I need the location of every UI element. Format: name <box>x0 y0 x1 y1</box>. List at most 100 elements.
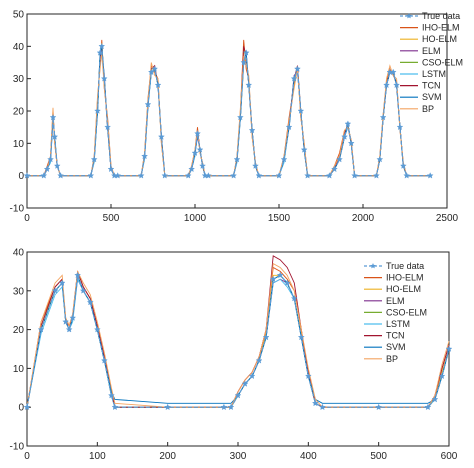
chart-2-true-data-point <box>276 271 284 279</box>
chart-1-legend-label: CSO-ELM <box>422 57 463 67</box>
chart-1-legend-label: HO-ELM <box>422 34 457 44</box>
chart-2-legend-label: LSTM <box>386 319 410 329</box>
chart-1-true-data-point <box>230 172 238 179</box>
chart-1-true-data-point <box>285 123 293 131</box>
chart-1-true-data-point <box>426 172 434 179</box>
chart-1-ytick-label: -10 <box>10 204 25 215</box>
chart-1-true-data-point <box>396 123 404 131</box>
chart-1-true-data-point <box>379 113 387 121</box>
chart-1-true-data-point <box>196 146 204 153</box>
chart-1-true-data-point <box>297 107 305 114</box>
chart-1-true-data-point <box>236 113 244 121</box>
chart-1-xtick-label: 0 <box>24 213 30 224</box>
chart-1-true-data-point <box>43 165 51 173</box>
chart-2-true-data-point <box>69 314 77 321</box>
chart-2-ytick-label: 0 <box>18 403 24 414</box>
chart-1-true-data-point <box>389 68 397 76</box>
chart-1-series-line-cso-elm <box>27 46 431 177</box>
chart-2-true-data-point <box>424 403 432 410</box>
chart-1-series-line-bp <box>27 52 431 177</box>
chart-1-ytick-label: 20 <box>13 107 25 118</box>
chart-1-true-data-point <box>344 120 352 127</box>
chart-1-series-line-tcn <box>27 46 431 177</box>
chart-2-true-data-point <box>311 399 319 407</box>
chart-1-true-data-point <box>94 107 101 114</box>
chart-1-true-data-point <box>376 155 384 163</box>
chart-1-true-data-point <box>40 172 48 179</box>
chart-1-true-data-point <box>49 113 57 121</box>
chart-2-legend-label: True data <box>386 261 424 271</box>
chart-2-legend-marker <box>370 263 376 269</box>
chart-2-xtick-label: 500 <box>370 451 387 462</box>
chart-2-true-data-point <box>262 333 270 341</box>
chart-1-legend-label: SVM <box>422 92 442 102</box>
chart-1-ytick-label: 40 <box>13 42 25 53</box>
chart-2-true-data-point <box>318 403 326 410</box>
chart-1-true-data-point <box>255 172 263 179</box>
chart-1-true-data-point <box>294 65 301 72</box>
chart-2-true-data-point <box>79 287 87 294</box>
chart-2-xtick-label: 600 <box>441 451 458 462</box>
chart-1-xtick-label: 500 <box>103 213 120 224</box>
chart-1-true-data-point <box>240 58 248 66</box>
chart-2-xtick-label: 100 <box>89 451 106 462</box>
chart-2-legend-label: TCN <box>386 331 405 341</box>
chart-1-series-line-true-data <box>27 46 431 177</box>
chart-2-xtick-label: 300 <box>230 451 247 462</box>
chart-1-true-data-point <box>403 172 410 179</box>
chart-1-true-data-point <box>290 75 298 82</box>
chart-1-ytick-label: 30 <box>13 74 25 85</box>
chart-2-true-data-point <box>269 275 277 283</box>
chart-1-true-data-point <box>194 130 201 137</box>
chart-1-true-data-point <box>154 81 162 89</box>
chart-2-true-data-point <box>94 326 101 333</box>
chart-2-true-data-point <box>58 279 66 286</box>
chart-1-true-data-point <box>184 172 192 179</box>
chart-1-true-data-point <box>300 146 308 153</box>
chart-2-true-data-point <box>111 403 119 410</box>
chart-1-true-data-point <box>245 81 253 89</box>
chart-1-true-data-point <box>137 172 145 179</box>
chart-1-true-data-point <box>205 172 212 179</box>
chart-1-series-line-svm <box>27 46 431 177</box>
chart-2-true-data-point <box>65 326 73 333</box>
chart-1-true-data-point <box>400 162 407 169</box>
chart-1-true-data-point <box>304 172 311 179</box>
chart-1-legend-label: LSTM <box>422 69 446 79</box>
chart-1-true-data-point <box>325 172 333 179</box>
chart-1-true-data-point <box>351 172 359 179</box>
chart-2-true-data-point <box>438 372 446 380</box>
chart-1-true-data-point <box>87 172 95 179</box>
chart-1-ytick-label: 0 <box>18 171 24 182</box>
chart-1-true-data-point <box>51 133 59 140</box>
chart-1-series-line-ho-elm <box>27 43 431 177</box>
chart-1-legend-marker <box>406 13 412 19</box>
chart-1-legend-label: ELM <box>422 46 441 56</box>
chart-2-ytick-label: 10 <box>13 364 25 375</box>
chart-2-true-data-point <box>255 357 263 364</box>
chart-2-xtick-label: 200 <box>159 451 176 462</box>
chart-1-true-data-point <box>373 172 380 179</box>
chart-1-ytick-label: 10 <box>13 139 25 150</box>
chart-2-legend-label: CSO-ELM <box>386 307 427 317</box>
chart-1-series-line-iho-elm <box>27 39 431 177</box>
chart-2-legend-label: SVM <box>386 342 406 352</box>
chart-1-legend-label: BP <box>422 104 434 114</box>
chart-1-true-data-point <box>191 149 199 156</box>
chart-2-true-data-point <box>23 403 31 410</box>
chart-1-xtick-label: 1500 <box>268 213 291 224</box>
chart-2-xtick-label: 400 <box>300 451 317 462</box>
chart-2-true-data-point <box>431 395 439 403</box>
chart-2-legend-label: IHO-ELM <box>386 273 424 283</box>
chart-2-true-data-point <box>86 298 94 306</box>
chart-2-true-data-point <box>37 326 45 333</box>
chart-2-true-data-point <box>107 392 115 399</box>
chart-1-true-data-point <box>341 133 348 140</box>
chart-2-true-data-point <box>248 372 256 380</box>
chart-1-true-data-point <box>53 162 61 169</box>
chart-2-true-data-point <box>290 295 298 302</box>
chart-1-true-data-point <box>90 155 98 163</box>
chart-1-true-data-point <box>144 100 152 108</box>
chart-1-true-data-point <box>96 49 104 56</box>
chart-2-legend-label: ELM <box>386 296 405 306</box>
